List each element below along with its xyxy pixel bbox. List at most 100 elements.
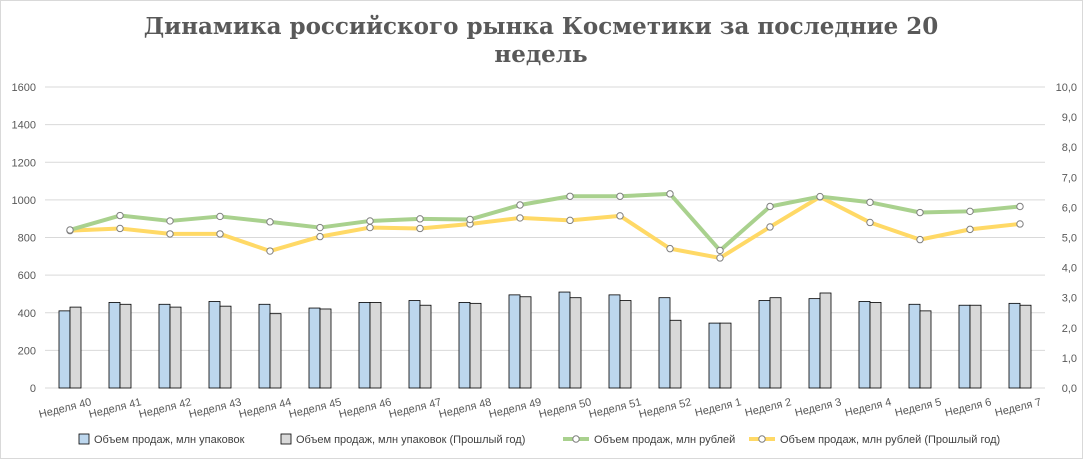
bar-current	[958, 304, 971, 389]
y-right-tick-label: 1,0	[1062, 353, 1077, 365]
bar-previous-year	[1019, 304, 1032, 389]
line-current-point	[366, 217, 374, 225]
line-previous-year-point	[1016, 220, 1024, 228]
y-right-tick-label: 2,0	[1062, 323, 1077, 335]
bars	[58, 291, 1032, 389]
legend-label: Объем продаж, млн рублей	[594, 434, 735, 446]
bar-previous-year	[619, 300, 632, 389]
bar-current	[908, 303, 921, 389]
y-left-tick-label: 1200	[12, 157, 36, 169]
line-current-point	[866, 198, 874, 206]
line-current	[69, 191, 1021, 253]
bar-current	[458, 302, 471, 389]
line-current-point	[566, 192, 574, 200]
y-right-tick-label: 10,0	[1056, 82, 1077, 94]
bar-current	[1008, 302, 1021, 389]
bar-previous-year	[919, 310, 932, 389]
line-current-point	[266, 218, 274, 226]
line-previous-year	[69, 194, 1021, 260]
bar-current	[258, 303, 271, 389]
line-previous-year-point	[766, 223, 774, 231]
y-right-tick-label: 4,0	[1062, 263, 1077, 275]
bar-current	[408, 300, 421, 389]
legend-label: Объем продаж, млн упаковок (Прошлый год)	[296, 434, 525, 446]
bar-current	[658, 297, 671, 389]
bar-current	[758, 300, 771, 389]
y-left-tick-label: 1600	[12, 82, 36, 94]
line-previous-year-point	[316, 232, 324, 241]
y-right-tick-label: 7,0	[1062, 172, 1077, 184]
line-previous-year-point	[216, 230, 224, 238]
line-previous-year-point	[666, 244, 674, 253]
bar-current	[158, 303, 171, 389]
line-current-point	[466, 215, 474, 224]
line-current-point	[416, 215, 424, 223]
line-current-point	[66, 226, 74, 234]
y-right-tick-label: 5,0	[1062, 233, 1077, 245]
chart-title-line1: Динамика российского рынка Косметики за …	[144, 13, 939, 40]
line-current-point	[1016, 202, 1024, 211]
bar-previous-year	[419, 304, 432, 389]
line-previous-year-point	[366, 223, 374, 232]
bar-previous-year	[969, 304, 982, 389]
legend-marker	[758, 435, 766, 443]
left-axis: 0 200 400 600 800 1000 1200 1400 1600	[12, 82, 36, 395]
line-current-point	[666, 190, 674, 198]
y-right-tick-label: 8,0	[1062, 142, 1077, 154]
legend-swatch	[78, 433, 90, 445]
bar-current	[358, 302, 371, 389]
chart-title-line2: недель	[494, 41, 587, 68]
bar-current	[208, 301, 221, 389]
bar-current	[508, 294, 521, 389]
bar-current	[58, 310, 71, 389]
legend: Объем продаж, млн упаковок Объем продаж, …	[78, 433, 1000, 446]
bar-previous-year	[169, 306, 182, 389]
line-previous-year-point	[916, 235, 924, 244]
legend-label: Объем продаж, млн рублей (Прошлый год)	[780, 434, 1000, 446]
y-left-tick-label: 600	[18, 270, 36, 282]
line-previous-year-point	[516, 214, 524, 222]
bar-current	[708, 322, 721, 389]
y-left-tick-label: 200	[18, 345, 36, 357]
bar-previous-year	[119, 303, 132, 389]
line-current-point	[766, 202, 774, 211]
bar-previous-year	[469, 302, 482, 389]
bar-current	[108, 302, 121, 389]
line-previous-year-point	[616, 212, 624, 220]
right-axis: 0,0 1,0 2,0 3,0 4,0 5,0 6,0 7,0 8,0 9,0 10,0	[1056, 82, 1077, 395]
bar-previous-year	[769, 297, 782, 389]
line-current-point	[616, 192, 624, 200]
y-left-tick-label: 400	[18, 308, 36, 320]
bar-current	[308, 307, 321, 389]
bar-previous-year	[69, 306, 82, 389]
legend-swatch	[280, 433, 292, 445]
y-left-tick-label: 800	[18, 233, 36, 245]
line-current-point	[316, 223, 324, 232]
line-previous-year-point	[266, 247, 274, 255]
line-current-point	[816, 192, 824, 201]
line-current-point	[916, 208, 924, 217]
bar-current	[808, 298, 821, 389]
legend-label: Объем продаж, млн упаковок	[94, 434, 245, 446]
bar-previous-year	[669, 319, 682, 389]
bar-previous-year	[269, 313, 282, 389]
bar-previous-year	[219, 305, 232, 389]
bar-current	[608, 294, 621, 389]
lines	[66, 190, 1024, 262]
line-current-point	[716, 246, 724, 255]
line-previous-year-point	[166, 230, 174, 238]
line-current-point	[516, 201, 524, 209]
line-previous-year-point	[866, 218, 874, 227]
y-right-tick-label: 6,0	[1062, 202, 1077, 214]
bar-previous-year	[719, 322, 732, 389]
bar-current	[858, 301, 871, 389]
y-left-tick-label: 0	[30, 383, 36, 395]
y-right-tick-label: 0,0	[1062, 383, 1077, 395]
line-previous-year-point	[116, 224, 124, 233]
y-left-tick-label: 1000	[12, 195, 36, 207]
y-right-tick-label: 3,0	[1062, 293, 1077, 305]
bar-previous-year	[519, 296, 532, 389]
